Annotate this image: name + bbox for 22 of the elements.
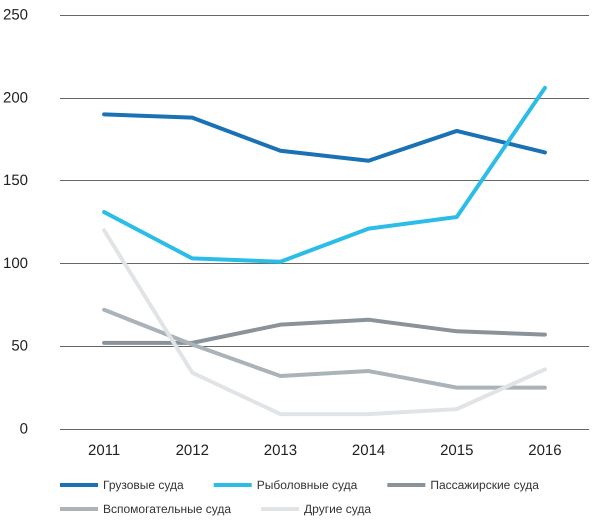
legend-label: Вспомогательные суда — [103, 502, 232, 516]
x-tick-label: 2011 — [88, 442, 120, 459]
y-tick-label: 150 — [2, 172, 28, 190]
line-series — [102, 86, 547, 264]
legend-label: Рыболовные суда — [256, 478, 358, 492]
legend-label: Пассажирские суда — [430, 478, 540, 492]
y-tick-label: 200 — [2, 89, 28, 106]
line-series — [102, 308, 547, 390]
x-tick-label: 2015 — [440, 442, 474, 459]
legend-label: Другие суда — [304, 502, 372, 516]
x-tick-label: 2012 — [176, 442, 209, 459]
x-tick-label: 2014 — [352, 442, 386, 459]
x-tick-label: 2013 — [264, 442, 298, 459]
y-tick-label: 100 — [2, 254, 28, 272]
y-tick-label: 0 — [20, 420, 28, 438]
y-tick-label: 250 — [2, 6, 28, 24]
line-series — [102, 318, 547, 345]
x-tick-label: 2016 — [528, 442, 562, 459]
y-tick-label: 50 — [11, 338, 28, 355]
legend-label: Грузовые суда — [103, 478, 184, 492]
line-series — [102, 228, 547, 416]
line-series — [102, 112, 547, 163]
